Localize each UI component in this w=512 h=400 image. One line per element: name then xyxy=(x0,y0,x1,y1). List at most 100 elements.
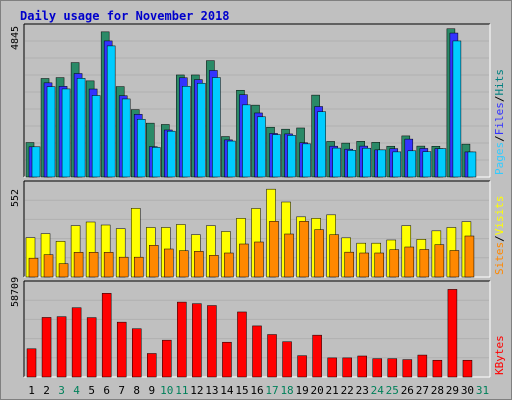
bar-pages-day-13 xyxy=(212,77,221,178)
bar-pages-day-21 xyxy=(332,147,341,178)
x-tick-day-4: 4 xyxy=(73,384,80,397)
bar-kbytes-day-14 xyxy=(222,341,232,378)
x-tick-day-9: 9 xyxy=(148,384,155,397)
chart-panels: 4845Pages/Files/Hits552Sites/Visits58709… xyxy=(10,23,506,378)
bar-kbytes-day-1 xyxy=(26,348,37,378)
bar-kbytes-day-12 xyxy=(192,303,202,378)
bar-sites-day-13 xyxy=(209,255,219,278)
panel-top-legend: Pages/Files/Hits xyxy=(493,69,506,175)
bar-pages-day-23 xyxy=(362,147,371,178)
bar-sites-day-21 xyxy=(329,234,339,278)
bar-pages-day-10 xyxy=(167,130,176,178)
legend-kbytes: KBytes xyxy=(493,335,506,375)
bar-sites-day-22 xyxy=(344,251,354,278)
legend-separator: / xyxy=(493,96,506,103)
bar-kbytes-day-8 xyxy=(131,328,142,378)
bar-kbytes-day-19 xyxy=(297,355,307,378)
bar-sites-day-4 xyxy=(73,252,84,278)
bar-sites-day-11 xyxy=(179,250,189,278)
bar-kbytes-day-11 xyxy=(177,301,187,378)
bar-kbytes-day-4 xyxy=(71,307,82,378)
x-tick-day-25: 25 xyxy=(386,384,399,397)
bar-pages-day-4 xyxy=(76,78,86,178)
bar-kbytes-day-3 xyxy=(56,316,67,378)
bar-sites-day-19 xyxy=(299,221,309,278)
bar-kbytes-day-16 xyxy=(252,325,262,378)
bar-sites-day-12 xyxy=(194,251,204,278)
panel-middle-max-label: 552 xyxy=(10,189,21,207)
x-tick-day-29: 29 xyxy=(446,384,459,397)
bar-sites-day-30 xyxy=(464,235,475,278)
panel-bottom: 58709 KBytes xyxy=(10,277,506,378)
bar-kbytes-day-26 xyxy=(402,359,413,378)
bar-kbytes-day-9 xyxy=(147,353,157,378)
bar-sites-day-8 xyxy=(133,256,144,278)
bar-sites-day-17 xyxy=(269,221,279,278)
bar-pages-day-20 xyxy=(317,111,326,178)
bar-pages-day-18 xyxy=(287,135,296,178)
bar-pages-day-7 xyxy=(121,98,131,178)
legend-files: Files xyxy=(493,102,506,135)
bar-sites-day-28 xyxy=(434,244,445,278)
bar-pages-day-22 xyxy=(347,150,356,178)
x-tick-day-23: 23 xyxy=(356,384,369,397)
bar-sites-day-5 xyxy=(88,252,99,278)
bar-sites-day-6 xyxy=(103,252,114,278)
bar-sites-day-3 xyxy=(58,263,69,278)
bar-kbytes-day-2 xyxy=(41,317,52,378)
bar-pages-day-26 xyxy=(407,150,417,178)
bar-pages-day-3 xyxy=(61,88,71,178)
bar-kbytes-day-27 xyxy=(417,354,428,378)
bar-pages-day-1 xyxy=(31,146,41,178)
legend-pages: Pages xyxy=(493,142,506,175)
x-axis: 1 2 3 4 5 6 7 8 9 10 11 12 13 14 15 16 17 18 19 20 21 22 23 24 2… xyxy=(28,384,489,397)
bar-pages-day-15 xyxy=(242,104,251,178)
legend-hits: Hits xyxy=(493,69,506,96)
bar-kbytes-day-18 xyxy=(282,341,292,378)
bar-kbytes-day-25 xyxy=(387,358,398,378)
bar-pages-day-8 xyxy=(136,119,146,178)
bar-pages-day-14 xyxy=(227,140,236,178)
x-tick-day-19: 19 xyxy=(295,384,308,397)
bar-pages-day-16 xyxy=(257,116,266,178)
bar-pages-day-27 xyxy=(422,151,432,178)
bar-sites-day-15 xyxy=(239,243,249,278)
x-tick-day-22: 22 xyxy=(341,384,354,397)
bar-kbytes-day-20 xyxy=(312,334,322,378)
bar-pages-day-6 xyxy=(106,45,116,178)
x-tick-day-30: 30 xyxy=(461,384,474,397)
bar-pages-day-17 xyxy=(272,134,281,178)
x-tick-day-6: 6 xyxy=(103,384,110,397)
bar-kbytes-day-10 xyxy=(162,339,172,378)
bar-kbytes-day-23 xyxy=(357,355,367,378)
bar-pages-day-25 xyxy=(392,151,402,178)
bar-sites-day-23 xyxy=(359,252,369,278)
bar-pages-day-11 xyxy=(182,86,191,178)
legend-separator: / xyxy=(493,235,506,242)
x-tick-day-2: 2 xyxy=(43,384,50,397)
x-tick-day-18: 18 xyxy=(280,384,293,397)
bar-sites-day-10 xyxy=(164,248,174,278)
chart-title: Daily usage for November 2018 xyxy=(20,9,230,23)
bar-pages-day-5 xyxy=(91,95,101,178)
bar-kbytes-day-29 xyxy=(447,289,458,378)
bar-kbytes-day-28 xyxy=(432,359,443,378)
bar-pages-day-19 xyxy=(302,143,311,178)
x-tick-day-17: 17 xyxy=(265,384,278,397)
x-tick-day-5: 5 xyxy=(88,384,95,397)
bar-sites-day-27 xyxy=(419,249,430,278)
x-tick-day-10: 10 xyxy=(160,384,173,397)
bar-kbytes-day-7 xyxy=(116,321,127,378)
panel-bottom-max-label: 58709 xyxy=(10,277,21,307)
bar-kbytes-day-5 xyxy=(86,317,97,378)
bar-sites-day-14 xyxy=(224,252,234,278)
bar-sites-day-29 xyxy=(449,250,460,278)
x-tick-day-7: 7 xyxy=(118,384,125,397)
x-tick-day-1: 1 xyxy=(28,384,35,397)
bar-sites-day-16 xyxy=(254,241,264,278)
bar-pages-day-24 xyxy=(377,149,386,178)
bar-sites-day-1 xyxy=(28,257,39,278)
bar-sites-day-25 xyxy=(389,249,400,278)
